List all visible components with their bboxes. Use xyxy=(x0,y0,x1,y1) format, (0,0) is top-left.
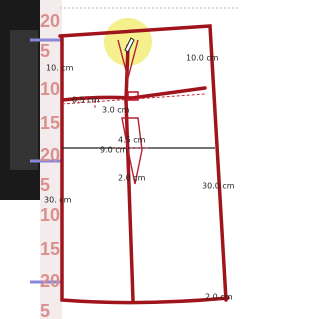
measure-label: 10.0 cm xyxy=(186,54,219,63)
measure-label: 2.0 cm xyxy=(118,174,146,183)
ruler-number: 20 xyxy=(40,271,60,291)
ruler-number: 20 xyxy=(40,145,60,165)
ruler-number: 15 xyxy=(40,239,60,259)
measure-label: 10. cm xyxy=(46,64,74,73)
measure-label: 30. cm xyxy=(44,196,72,205)
measure-label: 9.0 cm xyxy=(100,146,128,155)
ruler-number: 10 xyxy=(40,205,60,225)
ruler-number: 5 xyxy=(40,41,50,61)
ruler-number: 5 xyxy=(40,175,50,195)
measure-label: 0.5 cm xyxy=(72,96,100,105)
measure-label: 30.0 cm xyxy=(202,182,235,191)
measure-label: 3.0 cm xyxy=(102,106,130,115)
measure-label: 2.0 cm xyxy=(205,293,233,302)
page: {"ruler": {"numbers": ["20", "5", "10", … xyxy=(0,0,240,319)
ruler-number: 10 xyxy=(40,79,60,99)
screen: 20 5 10 15 20 5 10 15 20 5 10. cm 10.0 cm 0.5 cm3.0… xyxy=(0,0,240,319)
blur-area xyxy=(10,30,38,170)
ruler-number: 20 xyxy=(40,11,60,31)
ruler-number: 5 xyxy=(40,301,50,319)
measure-label: 4.5 cm xyxy=(118,136,146,145)
ruler-number: 15 xyxy=(40,113,60,133)
